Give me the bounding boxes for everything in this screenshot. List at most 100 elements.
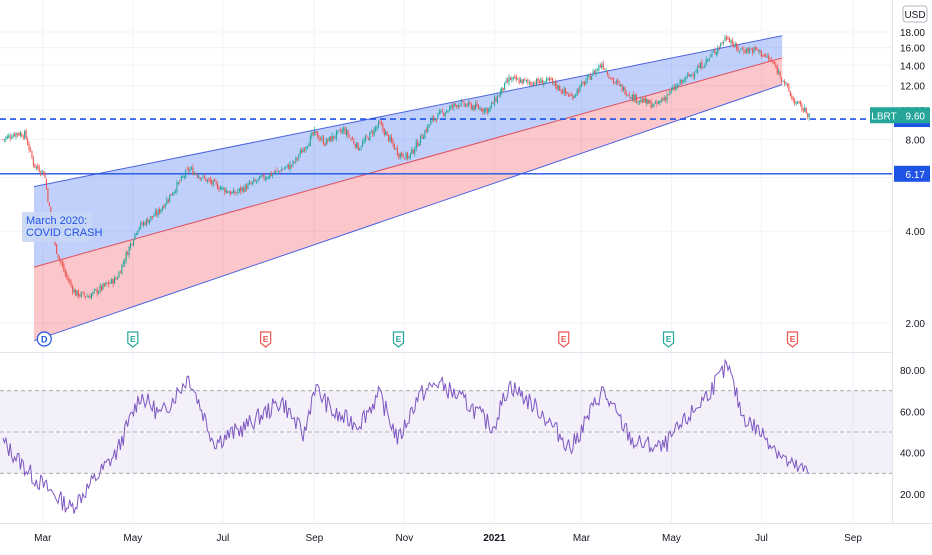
candle xyxy=(176,179,178,195)
candle xyxy=(607,70,609,77)
candle-body xyxy=(485,108,487,110)
candle xyxy=(776,64,778,75)
candle-body xyxy=(462,100,464,102)
candle xyxy=(79,293,81,298)
candle-body xyxy=(14,133,16,137)
candle xyxy=(105,281,107,287)
candle xyxy=(402,153,404,159)
candle xyxy=(364,134,367,143)
candle xyxy=(682,79,684,85)
candle xyxy=(454,102,456,107)
candle-body xyxy=(6,136,8,139)
candle-body xyxy=(482,109,484,112)
candle xyxy=(772,60,774,64)
candle-body xyxy=(454,103,456,105)
candle xyxy=(172,191,174,196)
candle-body xyxy=(559,85,561,91)
candle xyxy=(598,63,600,74)
candle-body xyxy=(630,97,632,99)
candle-body xyxy=(60,259,62,263)
candle xyxy=(586,74,588,84)
candle xyxy=(111,277,113,285)
event-marker-dividend[interactable]: D xyxy=(36,331,52,347)
candle-body xyxy=(315,130,317,133)
candle-body xyxy=(330,136,332,142)
candle xyxy=(353,137,355,145)
candle-body xyxy=(621,83,623,91)
candle xyxy=(398,152,400,160)
candle-body xyxy=(602,63,604,69)
candle xyxy=(95,289,97,291)
event-marker-earnings[interactable]: E xyxy=(127,331,139,348)
candle-body xyxy=(760,50,762,57)
dividend-icon xyxy=(36,331,52,347)
candle xyxy=(43,171,45,176)
candle-body xyxy=(189,169,191,172)
event-marker-earnings[interactable]: E xyxy=(260,331,272,348)
event-marker-earnings[interactable]: E xyxy=(662,331,675,348)
candle-body xyxy=(321,137,323,140)
candle-body xyxy=(360,147,362,149)
candle-body xyxy=(58,257,61,260)
candle xyxy=(717,45,719,56)
candle-body xyxy=(609,77,612,79)
candle xyxy=(8,133,10,139)
candle xyxy=(12,132,14,139)
candle xyxy=(437,113,439,120)
candle xyxy=(760,49,762,59)
candle xyxy=(698,63,700,68)
candle xyxy=(609,77,612,80)
candle xyxy=(531,82,533,86)
candle-body xyxy=(431,117,433,121)
candle-body xyxy=(488,108,490,112)
candle-body xyxy=(135,233,137,235)
candle-body xyxy=(807,113,809,117)
candle-body xyxy=(654,102,657,104)
candle xyxy=(328,136,330,143)
candle-body xyxy=(356,142,358,148)
candle-body xyxy=(459,105,461,107)
candle-body xyxy=(691,73,693,75)
candle-body xyxy=(573,95,575,98)
candle xyxy=(470,102,472,111)
candle xyxy=(246,183,248,192)
event-marker-earnings[interactable]: E xyxy=(558,331,570,348)
candle-body xyxy=(715,51,717,55)
candle xyxy=(478,104,480,110)
candle-body xyxy=(614,82,616,84)
candle-body xyxy=(476,103,478,107)
candle-body xyxy=(185,170,187,178)
candle-body xyxy=(483,108,485,113)
candle xyxy=(464,103,467,108)
candle-body xyxy=(556,84,558,89)
candle-body xyxy=(157,209,159,216)
candle-body xyxy=(427,125,429,132)
candle xyxy=(103,283,106,287)
candle-body xyxy=(244,184,246,192)
candle-body xyxy=(499,91,501,97)
candle xyxy=(617,77,619,85)
candle xyxy=(750,47,752,50)
candle xyxy=(327,138,329,144)
candle-body xyxy=(801,104,803,111)
candle-body xyxy=(578,90,580,93)
candle xyxy=(93,288,95,294)
candle-body xyxy=(447,110,449,112)
candle xyxy=(794,98,796,106)
candle xyxy=(293,161,295,164)
event-marker-earnings[interactable]: E xyxy=(392,331,405,348)
event-label: D xyxy=(41,335,48,345)
candle-body xyxy=(794,101,796,104)
event-marker-earnings[interactable]: E xyxy=(786,331,799,348)
candle-body xyxy=(789,91,791,96)
candle xyxy=(357,142,359,151)
candle-body xyxy=(243,188,245,192)
candle xyxy=(710,54,712,58)
event-label: E xyxy=(561,334,567,344)
candle xyxy=(160,209,162,214)
candle xyxy=(691,73,693,77)
candle-body xyxy=(683,80,686,82)
candle-body xyxy=(219,187,222,190)
candle xyxy=(667,93,670,96)
candle-body xyxy=(237,191,239,193)
